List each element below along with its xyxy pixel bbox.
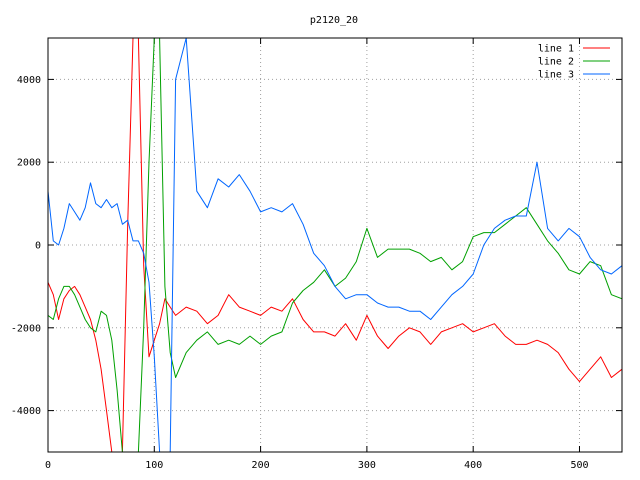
plot-area (48, 38, 622, 452)
x-tick-label: 500 (570, 460, 588, 471)
x-tick-label: 200 (252, 460, 270, 471)
plot-frame (47, 37, 623, 453)
y-tick-label: 2000 (17, 158, 41, 169)
legend-label-2: line 2 (538, 57, 574, 68)
y-tick-label: 4000 (17, 75, 41, 86)
series-line-1 (48, 38, 622, 452)
legend: line 1 line 2 line 3 (538, 44, 610, 81)
y-tick-label: 0 (35, 241, 41, 252)
chart-title: p2120_20 (310, 15, 358, 26)
legend-label-3: line 3 (538, 70, 574, 81)
y-axis: -4000 -2000 0 2000 4000 (11, 75, 622, 417)
grid (48, 38, 622, 452)
x-tick-label: 300 (358, 460, 376, 471)
x-tick-label: 0 (45, 460, 51, 471)
series-line-2 (48, 38, 622, 452)
x-tick-label: 400 (464, 460, 482, 471)
y-tick-label: -2000 (11, 323, 41, 334)
series-line-3 (48, 38, 622, 452)
x-tick-label: 100 (145, 460, 163, 471)
y-tick-label: -4000 (11, 406, 41, 417)
legend-label-1: line 1 (538, 44, 574, 55)
